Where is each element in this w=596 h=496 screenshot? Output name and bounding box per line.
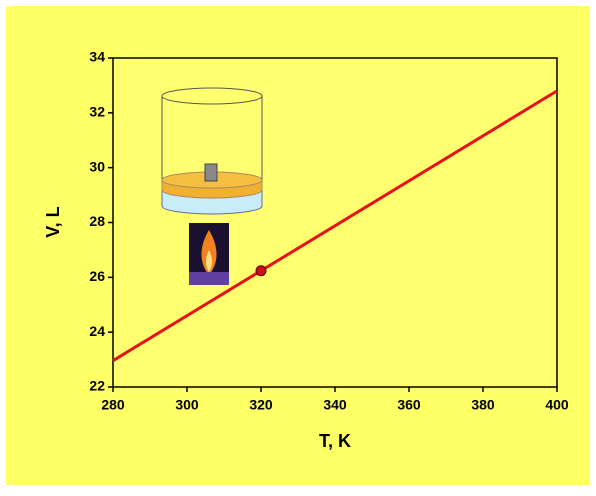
y-tick-label: 24 [89,323,105,339]
x-tick-label: 300 [175,397,199,413]
y-tick-label: 26 [89,268,105,284]
x-tick-label: 400 [545,397,569,413]
data-point [255,265,267,277]
x-tick-label: 380 [471,397,495,413]
cylinder-top [161,87,263,105]
plot-area [112,57,558,388]
cylinder-illustration [161,87,263,285]
flame-core [206,250,212,272]
weight [204,163,218,182]
x-tick-label: 340 [323,397,347,413]
y-tick-label: 30 [89,158,105,174]
y-tick-label: 28 [89,213,105,229]
x-axis-label: T, K [319,431,351,451]
y-axis-label: V, L [43,206,63,237]
x-tick-label: 360 [397,397,421,413]
data-line [112,89,558,362]
x-tick-label: 280 [101,397,125,413]
x-tick-label: 320 [249,397,273,413]
burner [189,272,229,285]
y-tick-label: 32 [89,104,105,120]
y-tick-label: 34 [89,49,105,65]
y-tick-label: 22 [89,378,105,394]
